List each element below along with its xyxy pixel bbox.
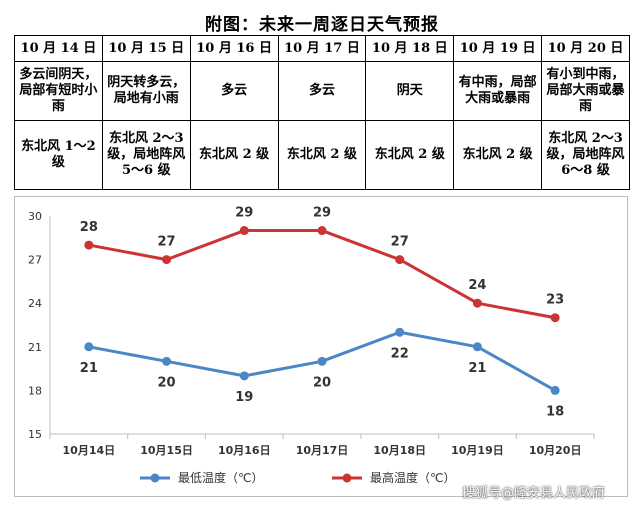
date-cell: 10 月 14 日 bbox=[14, 35, 103, 62]
data-point bbox=[84, 342, 94, 352]
data-point bbox=[162, 255, 172, 265]
weather-cell: 有小到中雨，局部大雨或暴雨 bbox=[541, 61, 630, 121]
data-label: 18 bbox=[546, 404, 564, 419]
x-tick-label: 10月18日 bbox=[373, 444, 426, 457]
data-point bbox=[472, 298, 482, 308]
y-tick-label: 30 bbox=[28, 210, 42, 223]
wind-cell: 东北风 2～3 级，局地阵风 6～8 级 bbox=[541, 120, 630, 190]
x-tick-label: 10月16日 bbox=[218, 444, 271, 457]
data-point bbox=[239, 226, 249, 236]
weather-cell: 阴天 bbox=[365, 61, 455, 121]
data-label: 20 bbox=[313, 375, 331, 390]
weather-cell: 有中雨，局部大雨或暴雨 bbox=[453, 61, 543, 121]
data-label: 19 bbox=[235, 390, 253, 405]
forecast-table: 10 月 14 日 10 月 15 日 10 月 16 日 10 月 17 日 … bbox=[14, 35, 630, 190]
x-tick-label: 10月14日 bbox=[63, 444, 116, 457]
data-point bbox=[317, 356, 327, 366]
x-tick-label: 10月17日 bbox=[296, 444, 349, 457]
date-cell: 10 月 19 日 bbox=[453, 35, 543, 62]
data-point bbox=[395, 255, 405, 265]
date-cell: 10 月 18 日 bbox=[365, 35, 455, 62]
data-label: 27 bbox=[391, 235, 409, 250]
wind-cell: 东北风 2 级 bbox=[453, 120, 543, 190]
wind-row: 东北风 1～2 级 东北风 2～3 级，局地阵风 5～6 级 东北风 2 级 东… bbox=[14, 120, 630, 190]
x-tick-label: 10月15日 bbox=[140, 444, 193, 457]
date-cell: 10 月 20 日 bbox=[541, 35, 630, 62]
data-label: 20 bbox=[158, 375, 176, 390]
weather-cell: 阴天转多云，局地有小雨 bbox=[101, 61, 191, 121]
data-point bbox=[472, 342, 482, 352]
data-label: 22 bbox=[391, 346, 409, 361]
legend-label: 最高温度（℃） bbox=[370, 470, 455, 485]
data-label: 27 bbox=[158, 235, 176, 250]
x-tick-label: 10月20日 bbox=[529, 444, 582, 457]
date-cell: 10 月 15 日 bbox=[101, 35, 191, 62]
data-point bbox=[239, 371, 249, 381]
legend-marker bbox=[150, 473, 160, 483]
date-row: 10 月 14 日 10 月 15 日 10 月 16 日 10 月 17 日 … bbox=[14, 35, 630, 62]
legend-marker bbox=[342, 473, 352, 483]
weather-cell: 多云 bbox=[277, 61, 367, 121]
y-tick-label: 24 bbox=[28, 297, 42, 310]
temperature-chart: 15 18 21 24 27 30 10月14日 10月15日 10月16日 10月17日 10月1… bbox=[28, 206, 595, 485]
data-label: 29 bbox=[235, 206, 253, 221]
y-tick-label: 21 bbox=[28, 341, 42, 354]
data-point bbox=[162, 356, 172, 366]
data-point bbox=[550, 385, 560, 395]
data-label: 21 bbox=[468, 361, 486, 376]
wind-cell: 东北风 2 级 bbox=[189, 120, 279, 190]
data-label: 24 bbox=[468, 278, 486, 293]
data-point bbox=[84, 240, 94, 250]
y-tick-label: 18 bbox=[28, 384, 42, 397]
y-tick-label: 27 bbox=[28, 254, 42, 267]
chart-frame bbox=[14, 196, 628, 497]
weather-row: 多云间阴天，局部有短时小雨 阴天转多云，局地有小雨 多云 多云 阴天 有中雨，局… bbox=[14, 61, 630, 121]
weather-cell: 多云 bbox=[189, 61, 279, 121]
wind-cell: 东北风 2 级 bbox=[277, 120, 367, 190]
watermark: 搜狐号@隆安县人民政府 bbox=[462, 486, 606, 501]
legend-label: 最低温度（℃） bbox=[178, 470, 263, 485]
page-title: 附图：未来一周逐日天气预报 bbox=[205, 15, 439, 35]
date-cell: 10 月 17 日 bbox=[277, 35, 367, 62]
wind-cell: 东北风 1～2 级 bbox=[14, 120, 103, 190]
data-label: 21 bbox=[80, 361, 98, 376]
data-point bbox=[395, 327, 405, 337]
wind-cell: 东北风 2 级 bbox=[365, 120, 455, 190]
wind-cell: 东北风 2～3 级，局地阵风 5～6 级 bbox=[101, 120, 191, 190]
weather-cell: 多云间阴天，局部有短时小雨 bbox=[14, 61, 103, 121]
data-label: 28 bbox=[80, 220, 98, 235]
data-point bbox=[550, 313, 560, 323]
data-label: 29 bbox=[313, 206, 331, 221]
x-tick-label: 10月19日 bbox=[451, 444, 504, 457]
date-cell: 10 月 16 日 bbox=[189, 35, 279, 62]
data-point bbox=[317, 226, 327, 236]
data-label: 23 bbox=[546, 293, 564, 308]
y-tick-label: 15 bbox=[28, 428, 42, 441]
